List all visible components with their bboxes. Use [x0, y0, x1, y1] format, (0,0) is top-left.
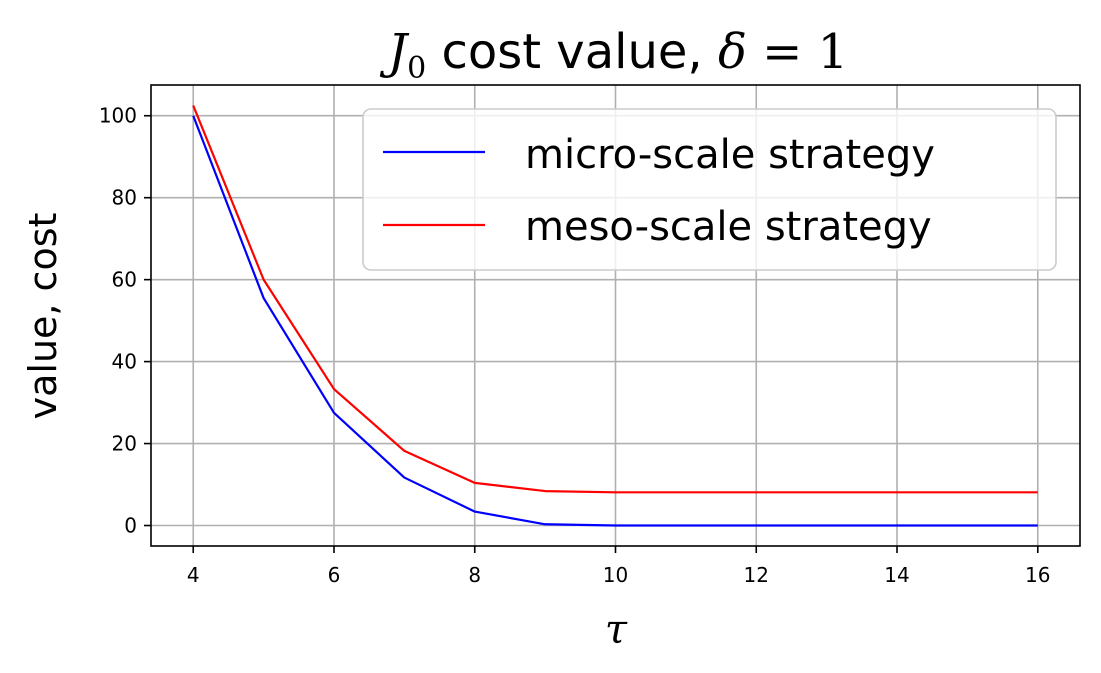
series-line-meso-scale	[192, 105, 1038, 494]
y-tick-label: 0	[124, 514, 137, 538]
x-axis-label: τ	[605, 607, 628, 653]
y-tick-label: 60	[112, 268, 137, 292]
chart-title: J0 cost value, δ = 1	[379, 24, 848, 86]
y-axis-ticks: 0 20 40 60 80 100	[99, 104, 151, 538]
y-tick-label: 40	[112, 350, 137, 374]
series-lines	[192, 105, 1038, 527]
legend-label-micro-scale: micro-scale strategy	[525, 132, 935, 178]
x-tick-label: 16	[1025, 563, 1050, 587]
x-tick-label: 10	[603, 563, 628, 587]
x-tick-label: 8	[468, 563, 481, 587]
y-tick-label: 80	[112, 186, 137, 210]
y-tick-label: 20	[112, 432, 137, 456]
y-axis-label: value, cost	[21, 213, 65, 420]
legend-label-meso-scale: meso-scale strategy	[525, 204, 932, 250]
x-tick-label: 12	[744, 563, 769, 587]
x-tick-label: 4	[187, 563, 200, 587]
series-line-micro-scale	[192, 115, 1038, 527]
x-axis-ticks: 4 6 8 10 12 14 16	[187, 546, 1050, 587]
x-tick-label: 14	[884, 563, 909, 587]
legend: micro-scale strategy meso-scale strategy	[362, 108, 1057, 271]
y-tick-label: 100	[99, 104, 137, 128]
legend-box	[362, 108, 1057, 271]
x-tick-label: 6	[328, 563, 341, 587]
